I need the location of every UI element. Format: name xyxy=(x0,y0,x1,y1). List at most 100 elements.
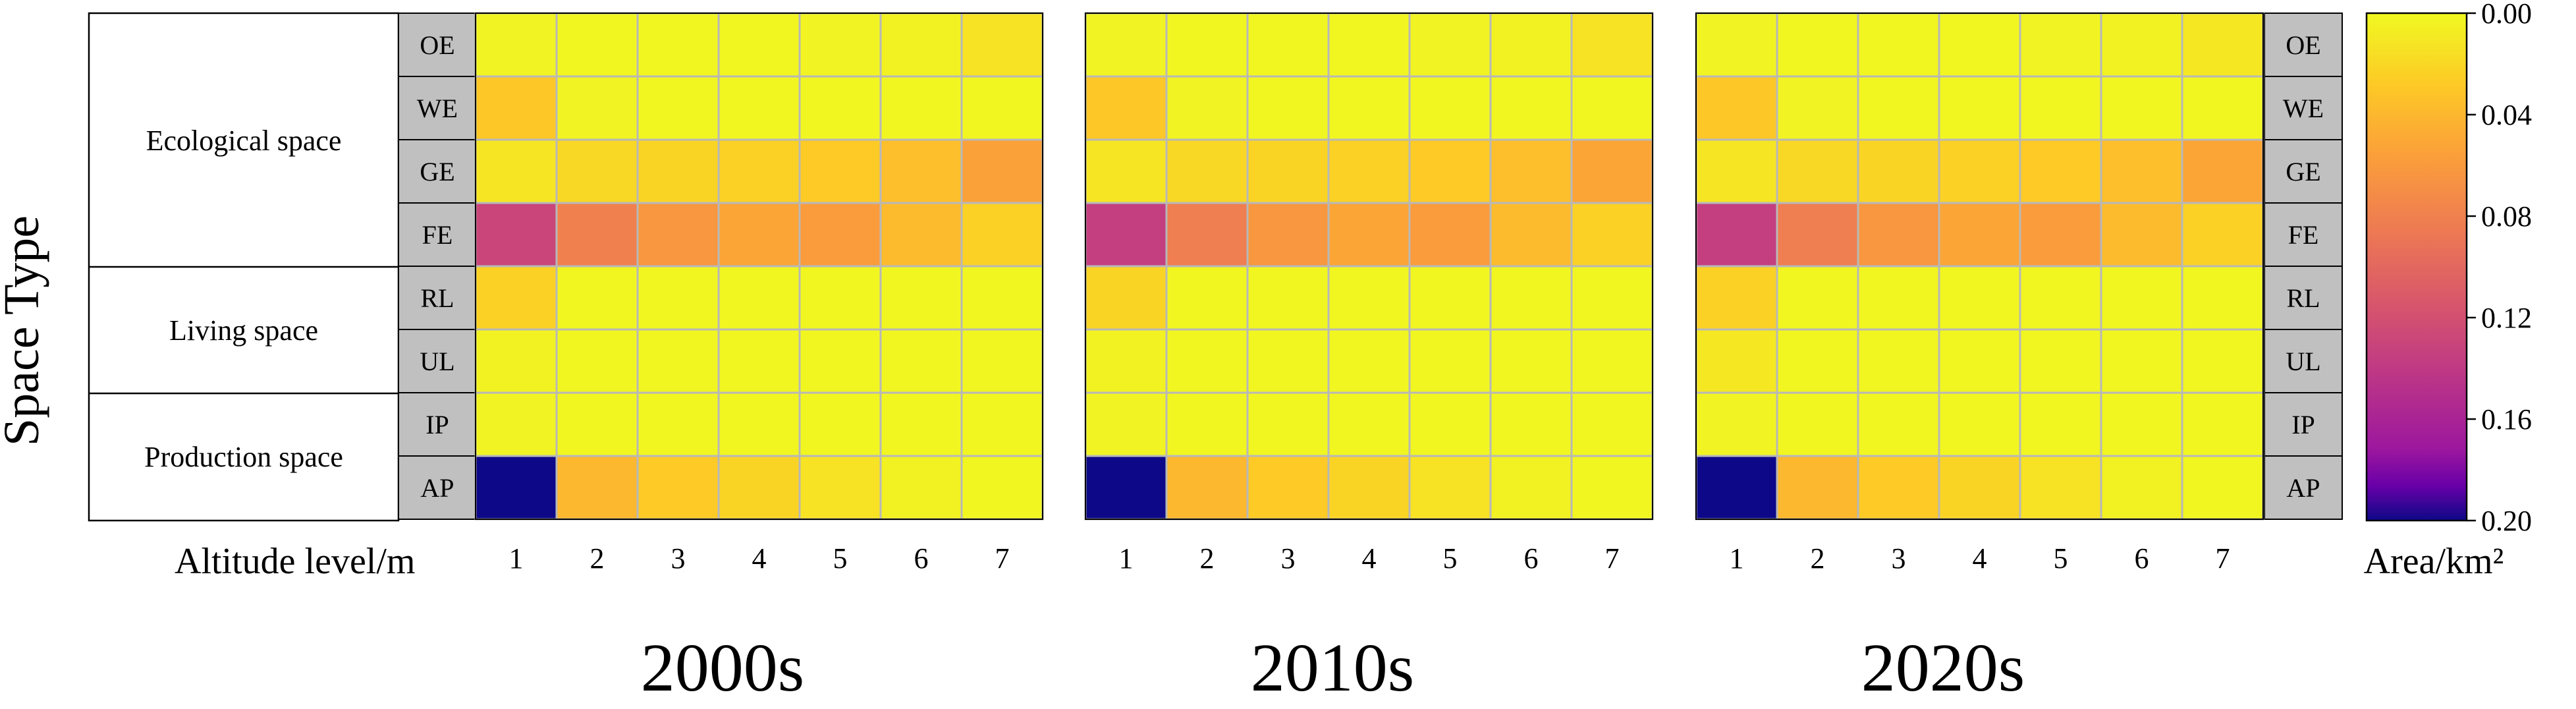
heatmap-cell xyxy=(1165,391,1249,457)
heatmap-cell xyxy=(1695,391,1778,457)
row-label: UL xyxy=(2286,347,2320,376)
heatmap-cell xyxy=(555,328,639,394)
heatmap-cell xyxy=(1165,12,1249,78)
row-label: FE xyxy=(422,220,453,250)
heatmap-panel: OE WE GE FE RL UL IP AP 1 2 3 4 5 6 7 2020s xyxy=(1695,12,2343,706)
column-tick-label: 7 xyxy=(2216,542,2230,575)
heatmap-cell xyxy=(1165,328,1249,394)
row-label-cell xyxy=(2264,139,2343,204)
heatmap-cell xyxy=(1327,75,1411,141)
heatmap-cell xyxy=(1246,202,1330,268)
heatmap-cell xyxy=(1489,265,1573,331)
space-group-label-ecological: Ecological space xyxy=(146,125,342,157)
row-label: UL xyxy=(420,347,454,376)
heatmap-cell xyxy=(474,12,558,78)
heatmap-cell xyxy=(1165,265,1249,331)
heatmap-cell xyxy=(2019,391,2102,457)
row-label: RL xyxy=(420,283,454,313)
heatmap-cell xyxy=(1857,265,1940,331)
heatmap-cell xyxy=(1570,75,1654,141)
row-label-cell xyxy=(398,202,477,267)
space-group-block: Ecological space Living space Production… xyxy=(88,12,400,522)
heatmap-cell xyxy=(1938,328,2021,394)
heatmap-cell xyxy=(717,202,801,268)
heatmap-cell xyxy=(1938,75,2021,141)
heatmap-cell xyxy=(474,391,558,457)
heatmap-cell xyxy=(1084,75,1168,141)
heatmap-cell xyxy=(1695,202,1778,268)
row-label: OE xyxy=(420,30,454,60)
heatmap-cell xyxy=(1084,328,1168,394)
heatmap-cell xyxy=(1570,265,1654,331)
heatmap-cell xyxy=(555,455,639,521)
heatmap-cell xyxy=(717,265,801,331)
heatmap-cell xyxy=(1408,391,1492,457)
heatmap-cell xyxy=(1857,391,1940,457)
column-tick-label: 1 xyxy=(1119,542,1134,575)
heatmap-cell xyxy=(1165,455,1249,521)
column-tick-label: 3 xyxy=(1281,542,1296,575)
heatmap-cell xyxy=(717,391,801,457)
heatmap-cell xyxy=(1695,138,1778,204)
heatmap-cell xyxy=(1938,12,2021,78)
heatmap-cell xyxy=(2181,75,2264,141)
heatmap-cell xyxy=(1570,328,1654,394)
heatmap-cell xyxy=(1327,138,1411,204)
heatmap-cell xyxy=(1165,202,1249,268)
heatmap-cell xyxy=(960,391,1044,457)
row-label: AP xyxy=(420,473,454,503)
heatmap-cell xyxy=(1327,265,1411,331)
row-label-cell xyxy=(398,455,477,520)
heatmap-cell xyxy=(636,328,720,394)
heatmap-cell xyxy=(960,328,1044,394)
heatmap-cell xyxy=(1246,138,1330,204)
heatmap-cell xyxy=(2019,138,2102,204)
heatmap-cell xyxy=(2100,202,2183,268)
heatmap-cell xyxy=(2019,328,2102,394)
heatmap-cell xyxy=(1327,12,1411,78)
heatmap-cell xyxy=(1776,455,1859,521)
heatmap-cell xyxy=(1408,455,1492,521)
heatmap-cell xyxy=(2181,138,2264,204)
heatmap-cell xyxy=(1489,12,1573,78)
heatmap-cell xyxy=(636,202,720,268)
heatmap-cell xyxy=(2019,455,2102,521)
heatmap-cell xyxy=(1408,75,1492,141)
heatmap-cell xyxy=(1938,391,2021,457)
heatmap-cell xyxy=(1938,138,2021,204)
heatmap-cell xyxy=(555,75,639,141)
heatmap-cell xyxy=(1857,328,1940,394)
row-label: AP xyxy=(2286,473,2320,503)
row-label-cell xyxy=(398,266,477,330)
heatmap-cell xyxy=(879,265,963,331)
heatmap-cell xyxy=(1938,265,2021,331)
row-label: IP xyxy=(2291,410,2315,440)
heatmap-cell xyxy=(555,138,639,204)
heatmap-cell xyxy=(717,328,801,394)
heatmap-cell xyxy=(1695,75,1778,141)
heatmap-panel: OE WE GE FE RL UL IP AP 1 2 3 4 5 6 7 2000s xyxy=(398,12,1044,706)
heatmap-cell xyxy=(2181,328,2264,394)
column-tick-label: 1 xyxy=(509,542,524,575)
heatmap-cell xyxy=(2100,75,2183,141)
heatmap-cell xyxy=(474,138,558,204)
colorbar-tick-label: 0.12 xyxy=(2481,302,2532,334)
heatmap-cell xyxy=(879,328,963,394)
heatmap-cell xyxy=(2181,391,2264,457)
heatmap-cell xyxy=(798,75,882,141)
heatmap-cell xyxy=(1084,455,1168,521)
heatmap-cell xyxy=(1246,455,1330,521)
heatmap-cell xyxy=(1857,455,1940,521)
column-tick-label: 3 xyxy=(1892,542,1906,575)
heatmap-cell xyxy=(1695,328,1778,394)
heatmap-cell xyxy=(2181,12,2264,78)
heatmap-cell xyxy=(960,455,1044,521)
heatmap-cell xyxy=(555,12,639,78)
heatmap-cell xyxy=(798,455,882,521)
space-group-label-living: Living space xyxy=(169,314,318,347)
heatmap-cell xyxy=(636,12,720,78)
heatmap-cell xyxy=(1695,455,1778,521)
heatmap-cell xyxy=(717,138,801,204)
heatmap-cell xyxy=(1695,265,1778,331)
heatmap-cell xyxy=(1246,328,1330,394)
